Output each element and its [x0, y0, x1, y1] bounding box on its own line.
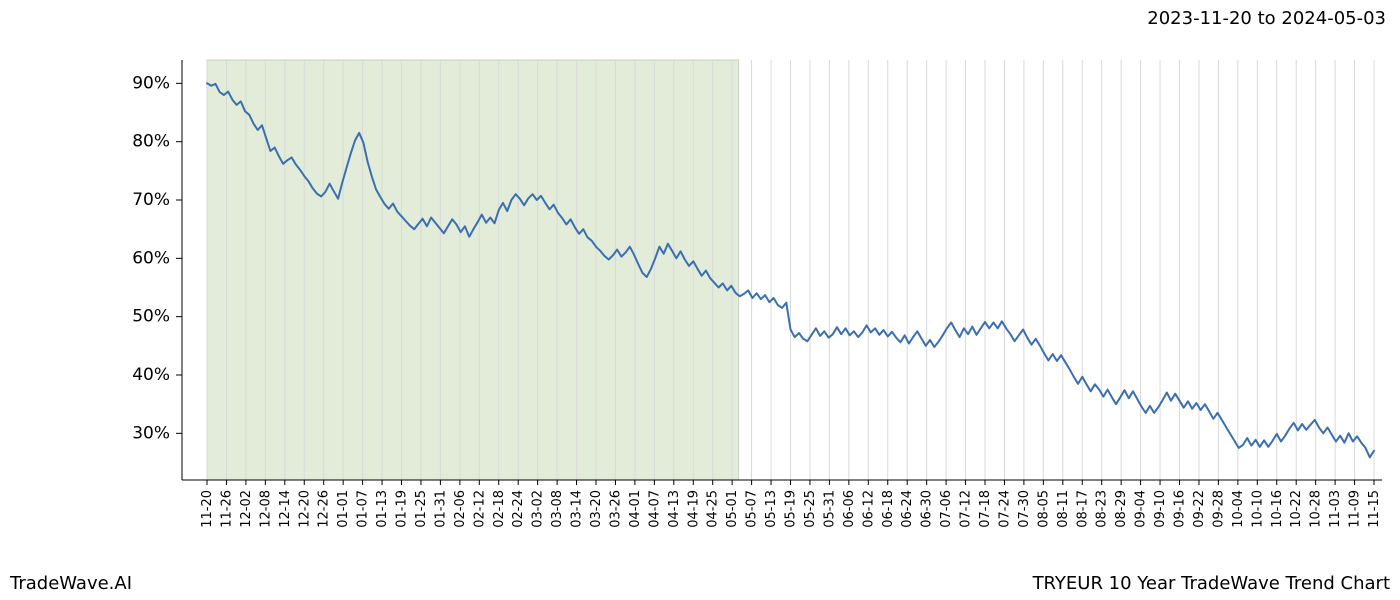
svg-text:07-06: 07-06 — [939, 490, 954, 528]
svg-text:70%: 70% — [132, 190, 170, 210]
svg-text:03-14: 03-14 — [570, 490, 585, 528]
svg-text:06-12: 06-12 — [861, 490, 876, 528]
svg-text:03-08: 03-08 — [550, 490, 565, 528]
svg-text:05-31: 05-31 — [822, 490, 837, 528]
svg-text:07-12: 07-12 — [959, 490, 974, 528]
svg-text:08-11: 08-11 — [1056, 490, 1071, 528]
svg-text:11-09: 11-09 — [1348, 490, 1363, 528]
svg-text:10-04: 10-04 — [1231, 490, 1246, 528]
svg-text:12-20: 12-20 — [297, 490, 312, 528]
svg-text:09-16: 09-16 — [1173, 490, 1188, 528]
svg-text:03-02: 03-02 — [531, 490, 546, 528]
y-axis: 30% 40% 50% 60% 70% 80% 90% — [132, 73, 182, 443]
svg-text:09-22: 09-22 — [1192, 490, 1207, 528]
svg-text:11-26: 11-26 — [219, 490, 234, 528]
svg-text:09-10: 09-10 — [1153, 490, 1168, 528]
svg-text:05-01: 05-01 — [725, 490, 740, 528]
svg-text:60%: 60% — [132, 248, 170, 268]
svg-text:04-25: 04-25 — [706, 490, 721, 528]
svg-text:08-29: 08-29 — [1114, 490, 1129, 528]
svg-text:10-10: 10-10 — [1250, 490, 1265, 528]
svg-text:01-07: 01-07 — [356, 490, 371, 528]
line-chart: 30% 40% 50% 60% 70% 80% 90% 11-20 11-26 12-02 12-0… — [0, 0, 1400, 600]
svg-text:02-24: 02-24 — [511, 490, 526, 528]
gridlines — [207, 60, 1374, 480]
svg-text:06-30: 06-30 — [920, 490, 935, 528]
svg-text:09-04: 09-04 — [1134, 490, 1149, 528]
svg-text:30%: 30% — [132, 423, 170, 443]
svg-text:08-05: 08-05 — [1036, 490, 1051, 528]
svg-text:10-16: 10-16 — [1270, 490, 1285, 528]
svg-text:05-25: 05-25 — [803, 490, 818, 528]
svg-text:06-24: 06-24 — [900, 490, 915, 528]
svg-text:08-17: 08-17 — [1075, 490, 1090, 528]
svg-text:03-26: 03-26 — [608, 490, 623, 528]
svg-text:01-19: 01-19 — [395, 490, 410, 528]
svg-text:10-22: 10-22 — [1289, 490, 1304, 528]
svg-text:11-03: 11-03 — [1328, 490, 1343, 528]
svg-text:09-28: 09-28 — [1211, 490, 1226, 528]
svg-text:01-31: 01-31 — [433, 490, 448, 528]
svg-text:50%: 50% — [132, 307, 170, 327]
svg-text:04-07: 04-07 — [647, 490, 662, 528]
svg-text:12-26: 12-26 — [317, 490, 332, 528]
svg-text:90%: 90% — [132, 73, 170, 93]
svg-text:12-02: 12-02 — [239, 490, 254, 528]
svg-text:11-15: 11-15 — [1367, 490, 1382, 528]
svg-text:06-06: 06-06 — [842, 490, 857, 528]
svg-text:04-13: 04-13 — [667, 490, 682, 528]
svg-text:01-25: 01-25 — [414, 490, 429, 528]
svg-text:11-20: 11-20 — [200, 490, 215, 528]
x-axis: 11-20 11-26 12-02 12-08 12-14 12-20 12-26 01-01… — [200, 480, 1382, 528]
svg-text:01-01: 01-01 — [336, 490, 351, 528]
svg-text:02-18: 02-18 — [492, 490, 507, 528]
svg-text:08-23: 08-23 — [1095, 490, 1110, 528]
svg-text:02-12: 02-12 — [472, 490, 487, 528]
svg-text:10-28: 10-28 — [1309, 490, 1324, 528]
svg-text:12-08: 12-08 — [258, 490, 273, 528]
svg-text:02-06: 02-06 — [453, 490, 468, 528]
svg-text:80%: 80% — [132, 132, 170, 152]
svg-text:06-18: 06-18 — [881, 490, 896, 528]
svg-text:07-18: 07-18 — [978, 490, 993, 528]
svg-text:05-13: 05-13 — [764, 490, 779, 528]
svg-text:12-14: 12-14 — [278, 490, 293, 528]
svg-text:05-07: 05-07 — [745, 490, 760, 528]
svg-text:05-19: 05-19 — [784, 490, 799, 528]
svg-text:01-13: 01-13 — [375, 490, 390, 528]
svg-text:03-20: 03-20 — [589, 490, 604, 528]
chart-container: 2023-11-20 to 2024-05-03 TradeWave.AI TR… — [0, 0, 1400, 600]
svg-text:04-19: 04-19 — [686, 490, 701, 528]
svg-text:04-01: 04-01 — [628, 490, 643, 528]
svg-text:07-30: 07-30 — [1017, 490, 1032, 528]
svg-text:07-24: 07-24 — [997, 490, 1012, 528]
svg-text:40%: 40% — [132, 365, 170, 385]
